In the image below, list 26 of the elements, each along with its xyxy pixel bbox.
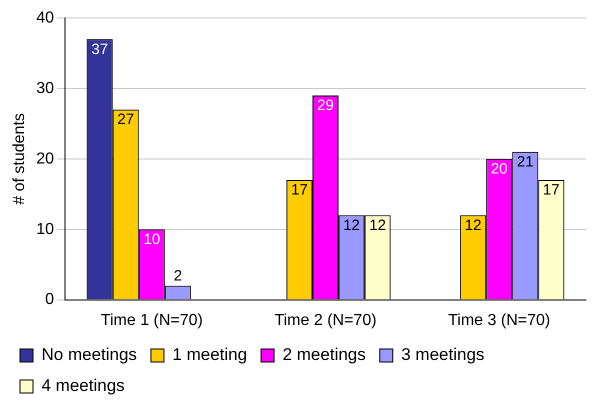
- data-label: 29: [317, 97, 334, 114]
- legend-label: 1 meeting: [172, 345, 248, 364]
- data-label: 37: [91, 40, 108, 58]
- legend-label: 3 meetings: [401, 345, 484, 364]
- data-label: 21: [516, 153, 534, 170]
- legend-label: 4 meetings: [42, 376, 125, 396]
- data-label: 17: [542, 182, 560, 199]
- y-tick-label: 20: [36, 150, 54, 168]
- x-tick-label: Time 3 (N=70): [448, 312, 550, 329]
- x-tick-label: Time 1 (N=70): [100, 312, 203, 329]
- y-tick-label: 40: [36, 9, 54, 26]
- data-label: 12: [464, 216, 482, 234]
- legend-label: 2 meetings: [282, 345, 366, 364]
- legend-label: No meetings: [42, 345, 137, 364]
- data-label: 17: [291, 182, 308, 199]
- data-label: 12: [369, 216, 386, 234]
- y-tick-label: 10: [36, 220, 54, 238]
- x-tick-label: Time 2 (N=70): [274, 312, 377, 329]
- data-label: 10: [143, 230, 160, 248]
- y-axis-title: # of students: [11, 113, 28, 205]
- y-tick-label: 30: [36, 80, 54, 97]
- data-label: 27: [117, 111, 134, 128]
- y-tick-label: 0: [45, 291, 54, 308]
- data-label: 2: [174, 267, 182, 284]
- data-label: 20: [490, 160, 508, 178]
- data-label: 12: [343, 216, 360, 234]
